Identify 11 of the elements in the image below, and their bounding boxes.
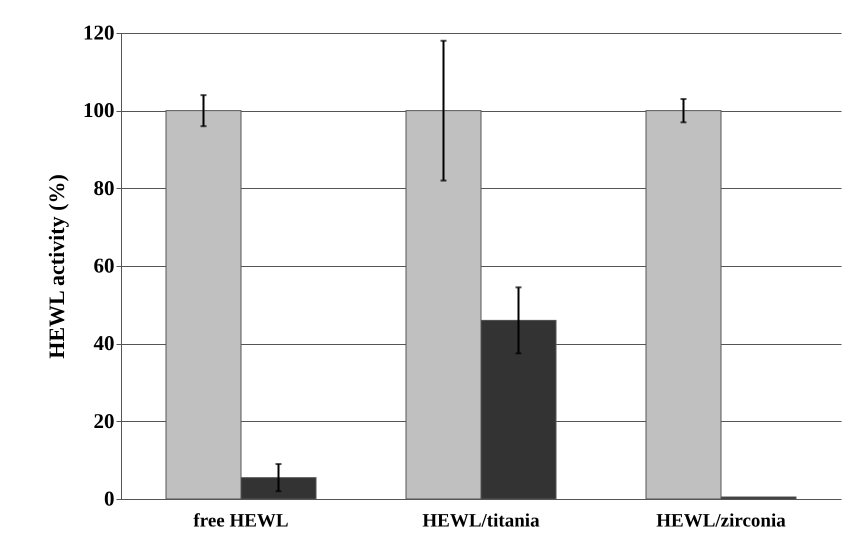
x-tick-label: free HEWL [193, 510, 289, 532]
y-tick-label: 100 [83, 98, 114, 122]
y-tick-label: 0 [104, 486, 114, 510]
y-tick-label: 60 [94, 254, 114, 278]
y-tick-label: 20 [94, 408, 114, 433]
y-tick-label: 80 [94, 176, 114, 200]
x-tick-label: HEWL/zirconia [656, 510, 786, 532]
y-tick-label: 120 [83, 20, 114, 44]
x-tick-label: HEWL/titania [422, 510, 540, 532]
y-tick-label: 40 [94, 331, 114, 356]
y-axis-title: HEWL activity (%) [44, 174, 69, 359]
